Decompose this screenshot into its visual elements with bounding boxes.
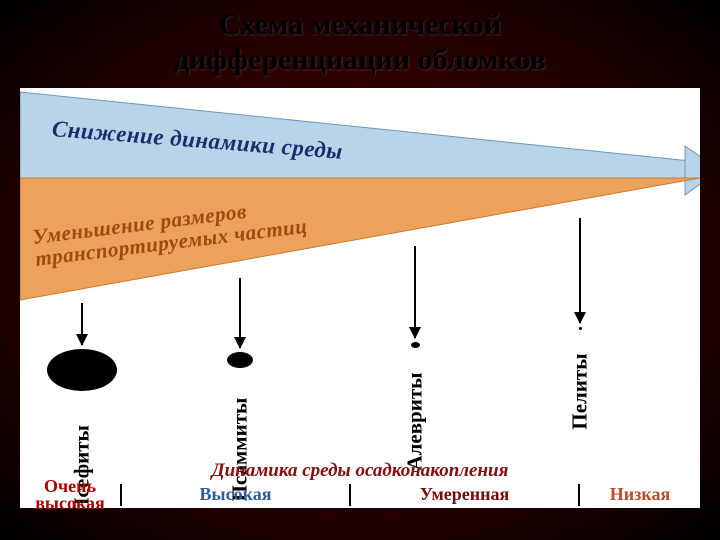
arrow-icon	[414, 246, 416, 338]
wedge-svg	[20, 88, 700, 508]
arrow-icon	[579, 218, 581, 323]
axis-level-label-l2: высокая	[35, 493, 105, 513]
particle-label: Алевриты	[403, 372, 428, 470]
axis-levels: Очень высокая Высокая Умеренная Низкая	[20, 482, 700, 508]
particle-pelity: Пелиты	[570, 218, 590, 474]
particle-blob	[47, 349, 117, 391]
title-line-2: дифференциации обломков	[174, 43, 546, 76]
particle-blob	[227, 352, 253, 368]
particle-blob	[411, 342, 420, 348]
axis-level-low: Низкая	[580, 486, 700, 503]
axis-title: Динамика среды осадконакопления	[20, 460, 700, 482]
diagram-panel: Снижение динамики среды Уменьшение разме…	[20, 88, 700, 508]
slide-title: Схема механической дифференциации обломк…	[0, 8, 720, 77]
particle-psammity: Псаммиты	[230, 278, 250, 474]
particle-blob	[579, 327, 582, 330]
particle-alevrity: Алевриты	[405, 246, 425, 474]
axis-level-very-high: Очень высокая	[20, 478, 120, 512]
wedge-top-arrowhead	[685, 146, 700, 195]
arrow-icon	[239, 278, 241, 348]
title-line-1: Схема механической	[219, 8, 501, 41]
particle-psefity: Псефиты	[72, 303, 92, 474]
axis-level-high: Высокая	[122, 486, 349, 503]
axis-level-moderate: Умеренная	[351, 486, 578, 503]
arrow-icon	[81, 303, 83, 345]
particle-label: Пелиты	[568, 353, 593, 429]
